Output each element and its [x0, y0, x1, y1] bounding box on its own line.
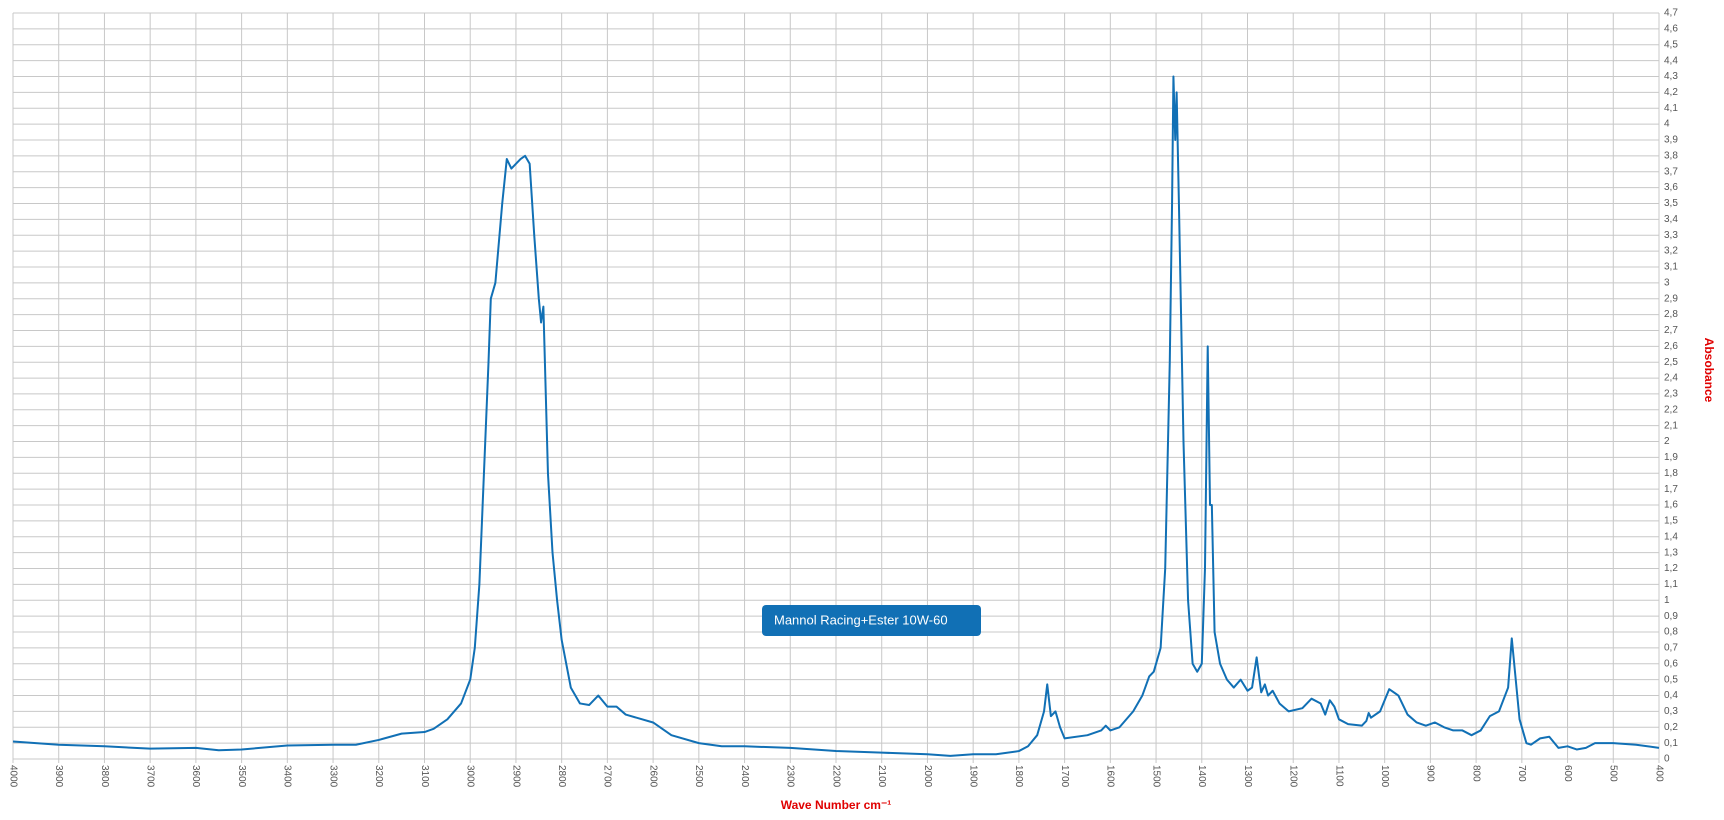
y-tick-label: 4,2: [1664, 87, 1678, 98]
x-tick-label: 1600: [1105, 765, 1116, 788]
x-tick-label: 3300: [327, 765, 338, 788]
y-tick-label: 1: [1664, 595, 1670, 606]
x-tick-label: 1900: [968, 765, 979, 788]
x-tick-label: 1000: [1379, 765, 1390, 788]
x-tick-label: 2700: [602, 765, 613, 788]
y-tick-label: 2,5: [1664, 357, 1678, 368]
x-tick-label: 3100: [419, 765, 430, 788]
y-tick-label: 2,2: [1664, 404, 1678, 415]
x-tick-label: 1300: [1242, 765, 1253, 788]
x-tick-label: 1500: [1150, 765, 1161, 788]
x-tick-label: 2400: [739, 765, 750, 788]
y-tick-label: 2,6: [1664, 341, 1678, 352]
y-tick-label: 1,1: [1664, 579, 1678, 590]
x-tick-label: 2900: [510, 765, 521, 788]
y-tick-label: 1,9: [1664, 452, 1678, 463]
y-tick-label: 0,4: [1664, 690, 1678, 701]
y-tick-label: 3,3: [1664, 230, 1678, 241]
y-tick-label: 2,1: [1664, 420, 1678, 431]
y-tick-label: 0,6: [1664, 658, 1678, 669]
y-tick-label: 2,9: [1664, 293, 1678, 304]
y-tick-label: 1,6: [1664, 500, 1678, 511]
x-tick-label: 2500: [693, 765, 704, 788]
y-tick-label: 3,1: [1664, 262, 1678, 273]
x-tick-label: 3800: [99, 765, 110, 788]
y-tick-label: 0,7: [1664, 643, 1678, 654]
x-tick-label: 400: [1653, 765, 1664, 782]
x-tick-label: 4000: [7, 765, 18, 788]
y-tick-label: 4: [1664, 119, 1670, 130]
legend-label: Mannol Racing+Ester 10W-60: [774, 612, 948, 627]
y-tick-label: 3,7: [1664, 166, 1678, 177]
y-tick-label: 0: [1664, 754, 1670, 765]
x-tick-label: 900: [1425, 765, 1436, 782]
y-tick-label: 4,3: [1664, 71, 1678, 82]
x-tick-label: 1200: [1288, 765, 1299, 788]
x-tick-label: 600: [1562, 765, 1573, 782]
y-tick-label: 0,1: [1664, 738, 1678, 749]
spectrum-line: [12, 75, 1660, 757]
y-tick-label: 2: [1664, 436, 1670, 447]
y-tick-label: 0,5: [1664, 674, 1678, 685]
y-tick-label: 0,8: [1664, 627, 1678, 638]
y-tick-label: 3,2: [1664, 246, 1678, 257]
y-tick-label: 3,4: [1664, 214, 1678, 225]
legend: Mannol Racing+Ester 10W-60: [762, 605, 981, 636]
legend-box: [762, 605, 981, 636]
x-tick-label: 3500: [236, 765, 247, 788]
y-tick-label: 3,9: [1664, 135, 1678, 146]
x-tick-label: 3700: [145, 765, 156, 788]
y-tick-label: 3,8: [1664, 150, 1678, 161]
x-tick-label: 3000: [465, 765, 476, 788]
x-tick-label: 700: [1516, 765, 1527, 782]
y-tick-label: 0,9: [1664, 611, 1678, 622]
x-tick-label: 2800: [556, 765, 567, 788]
y-tick-label: 1,2: [1664, 563, 1678, 574]
x-tick-label: 2200: [830, 765, 841, 788]
x-tick-label: 3400: [282, 765, 293, 788]
x-tick-label: 3600: [190, 765, 201, 788]
y-tick-label: 1,8: [1664, 468, 1678, 479]
x-axis-label: Wave Number cm⁻¹: [781, 798, 892, 812]
x-tick-label: 2300: [785, 765, 796, 788]
y-tick-label: 2,3: [1664, 389, 1678, 400]
y-tick-label: 1,3: [1664, 547, 1678, 558]
y-tick-label: 4,7: [1664, 8, 1678, 19]
y-tick-label: 0,3: [1664, 706, 1678, 717]
x-tick-label: 3900: [53, 765, 64, 788]
y-tick-label: 1,5: [1664, 516, 1678, 527]
x-tick-label: 1100: [1333, 765, 1344, 787]
y-tick-label: 3,6: [1664, 182, 1678, 193]
x-tick-label: 1800: [1013, 765, 1024, 788]
y-tick-label: 1,7: [1664, 484, 1678, 495]
y-tick-label: 2,7: [1664, 325, 1678, 336]
x-tick-label: 2600: [647, 765, 658, 788]
y-tick-label: 4,4: [1664, 55, 1678, 66]
y-tick-label: 4,5: [1664, 39, 1678, 50]
x-tick-label: 2100: [876, 765, 887, 788]
x-tick-label: 500: [1608, 765, 1619, 782]
y-tick-label: 4,6: [1664, 24, 1678, 35]
y-tick-label: 2,4: [1664, 373, 1678, 384]
y-axis-label: Absobance: [1702, 338, 1716, 403]
x-tick-label: 800: [1470, 765, 1481, 782]
y-tick-label: 1,4: [1664, 531, 1678, 542]
y-tick-label: 4,1: [1664, 103, 1678, 114]
x-tick-label: 1400: [1196, 765, 1207, 788]
y-tick-label: 0,2: [1664, 722, 1678, 733]
x-tick-label: 1700: [1059, 765, 1070, 788]
y-tick-label: 3: [1664, 277, 1670, 288]
y-tick-label: 2,8: [1664, 309, 1678, 320]
y-tick-label: 3,5: [1664, 198, 1678, 209]
x-tick-label: 3200: [373, 765, 384, 788]
x-tick-label: 2000: [922, 765, 933, 788]
